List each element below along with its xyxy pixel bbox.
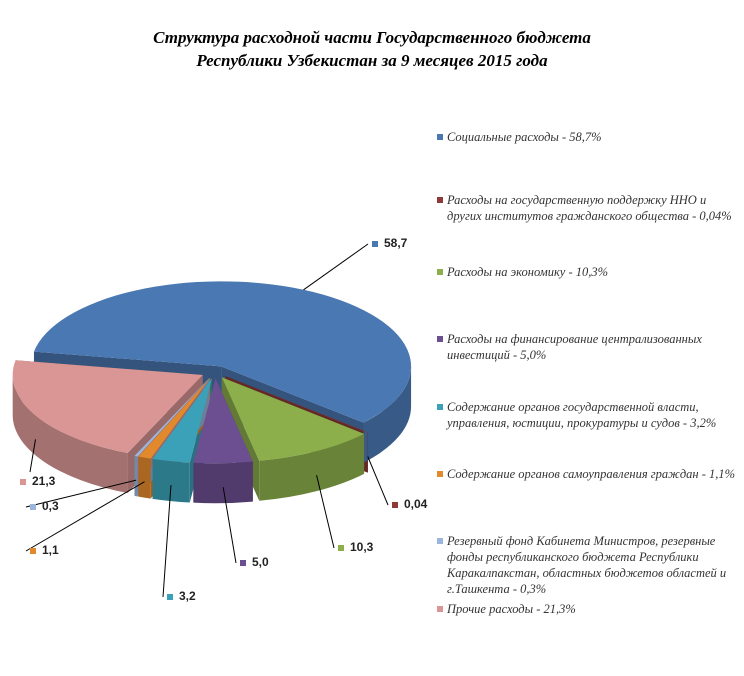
label-marker [167,594,173,600]
slice-side [138,456,151,499]
legend-marker [437,336,443,342]
data-label: 0,3 [42,499,59,513]
data-label: 5,0 [252,555,269,569]
leader-line [303,243,369,291]
legend-marker [437,404,443,410]
legend-label: Резервный фонд Кабинета Министров, резер… [447,534,727,596]
slice-side [193,461,253,504]
legend-label: Социальные расходы - 58,7% [447,130,602,144]
slice-side [363,366,412,463]
slice [138,377,211,459]
label-marker [372,241,378,247]
data-label: 58,7 [384,236,408,250]
label-marker [392,502,398,508]
chart-title: Структура расходной части Государственно… [153,28,591,70]
legend-marker [437,269,443,275]
legend-marker [437,606,443,612]
leader-line [29,439,36,473]
leader-line [367,456,389,506]
label-marker [30,504,36,510]
slice [33,281,412,423]
legend-label: Содержание органов самоуправления гражда… [447,467,736,481]
data-label: 10,3 [350,540,374,554]
legend-label: Расходы на финансирование централизованн… [447,332,702,362]
slice-side [152,458,190,503]
label-marker [240,560,246,566]
data-label: 21,3 [32,474,56,488]
legend-label: Расходы на государственную поддержку ННО… [447,193,732,223]
label-marker [20,479,26,485]
legend-label: Прочие расходы - 21,3% [447,602,576,616]
slice [152,378,212,463]
slice [193,378,253,464]
data-label: 0,04 [404,497,428,511]
slice [221,377,365,461]
slice-side [259,433,365,501]
slice [225,376,368,433]
data-label: 1,1 [42,543,59,557]
legend-marker [437,197,443,203]
data-label: 3,2 [179,589,196,603]
legend-label: Расходы на экономику - 10,3% [447,265,609,279]
label-marker [338,545,344,551]
leader-line [162,485,172,598]
slice-side [134,455,138,497]
leader-line [222,487,237,564]
slice [134,377,210,457]
legend-label: Содержание органов государственной власт… [447,400,717,430]
slice [12,360,203,454]
leader-line [316,475,335,549]
label-marker [30,548,36,554]
legend-marker [437,471,443,477]
leader-line [25,479,137,508]
legend-marker [437,134,443,140]
leader-line [25,481,145,552]
legend-marker [437,538,443,544]
slice-side [12,374,128,494]
